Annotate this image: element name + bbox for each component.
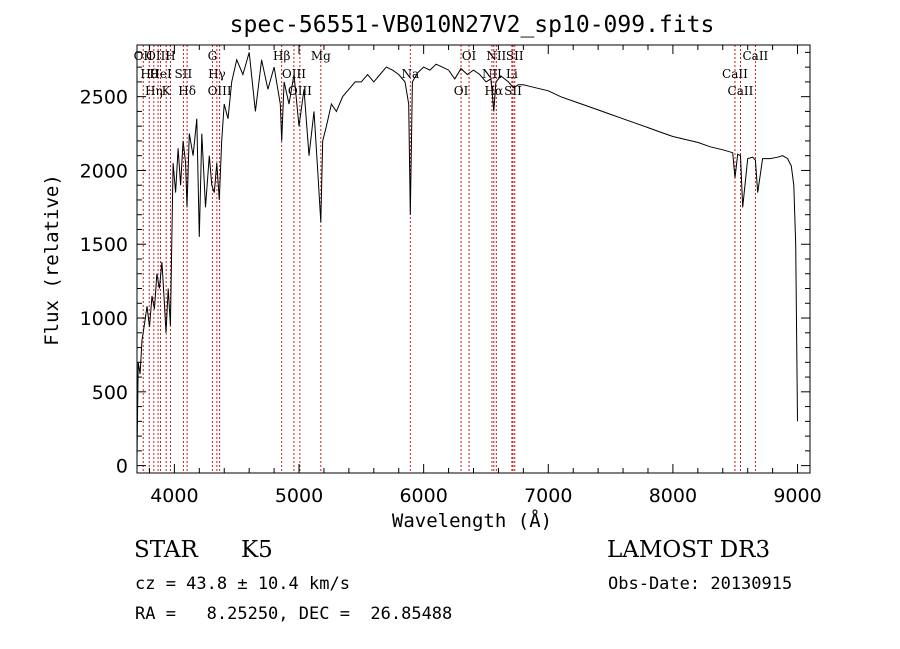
reference-line-labels: OIIHθHηOIIIHeIKHSIIHδGHγOIIIHβOIIIOIIIMg… <box>134 49 769 98</box>
reference-line-label: SII <box>506 49 524 63</box>
redshift-cz: cz = 43.8 ± 10.4 km/s <box>135 574 350 594</box>
reference-line-label: NII <box>482 67 502 81</box>
chart-title: spec-56551-VB010N27V2_sp10-099.fits <box>230 12 715 38</box>
survey-name: LAMOST DR3 <box>607 537 771 563</box>
y-tick-label: 0 <box>116 456 128 478</box>
reference-line-label: OI <box>462 49 477 63</box>
x-tick-label: 5000 <box>275 485 323 507</box>
y-tick-label: 2000 <box>80 160 128 182</box>
reference-line-label: G <box>208 49 218 63</box>
reference-line-label: NII <box>486 49 506 63</box>
reference-line-label: Hη <box>145 84 163 98</box>
reference-line-label: Li <box>506 67 518 81</box>
flux-series-line <box>136 52 798 459</box>
y-axis: 0 500 1000 1500 2000 2500 <box>80 51 810 478</box>
reference-line-label: HeI <box>149 67 172 81</box>
object-subclass: K5 <box>241 537 273 563</box>
spectrum-chart: spec-56551-VB010N27V2_sp10-099.fits OIIH… <box>41 12 822 532</box>
x-tick-label: 8000 <box>649 485 697 507</box>
y-tick-label: 2500 <box>80 87 128 109</box>
y-tick-label: 500 <box>92 382 128 404</box>
object-class: STAR <box>134 537 198 563</box>
reference-line-label: K <box>162 84 172 98</box>
reference-line-label: CaII <box>728 84 754 98</box>
x-tick-label: 4000 <box>150 485 198 507</box>
reference-line-label: OIII <box>288 84 312 98</box>
reference-line-label: Mg <box>311 49 331 63</box>
reference-line-label: SII <box>504 84 522 98</box>
reference-line-label: H <box>165 49 175 63</box>
reference-line-label: SII <box>175 67 193 81</box>
reference-line-label: Hθ <box>140 67 158 81</box>
reference-line-label: OIII <box>146 49 170 63</box>
plot-frame <box>136 44 811 474</box>
reference-line-label: OI <box>454 84 469 98</box>
reference-lines <box>142 45 756 473</box>
x-axis-label: Wavelength (Å) <box>392 509 552 532</box>
y-axis-label: Flux (relative) <box>41 174 63 346</box>
x-tick-label: 7000 <box>524 485 572 507</box>
x-tick-label: 9000 <box>773 485 821 507</box>
x-axis: 4000 5000 6000 7000 8000 9000 <box>148 45 822 507</box>
reference-line-label: Hδ <box>178 84 196 98</box>
reference-line-label: OIII <box>208 84 232 98</box>
reference-line-label: OIII <box>282 67 306 81</box>
reference-line-label: Hγ <box>208 67 226 81</box>
sky-coordinates: RA = 8.25250, DEC = 26.85488 <box>135 604 453 624</box>
y-tick-label: 1500 <box>80 234 128 256</box>
reference-line-label: CaII <box>742 49 768 63</box>
x-tick-label: 6000 <box>399 485 447 507</box>
y-tick-label: 1000 <box>80 308 128 330</box>
observation-date: Obs-Date: 20130915 <box>608 574 793 594</box>
reference-line-label: Hβ <box>273 49 290 63</box>
reference-line-label: Hα <box>485 84 504 98</box>
reference-line-label: CaII <box>722 67 748 81</box>
